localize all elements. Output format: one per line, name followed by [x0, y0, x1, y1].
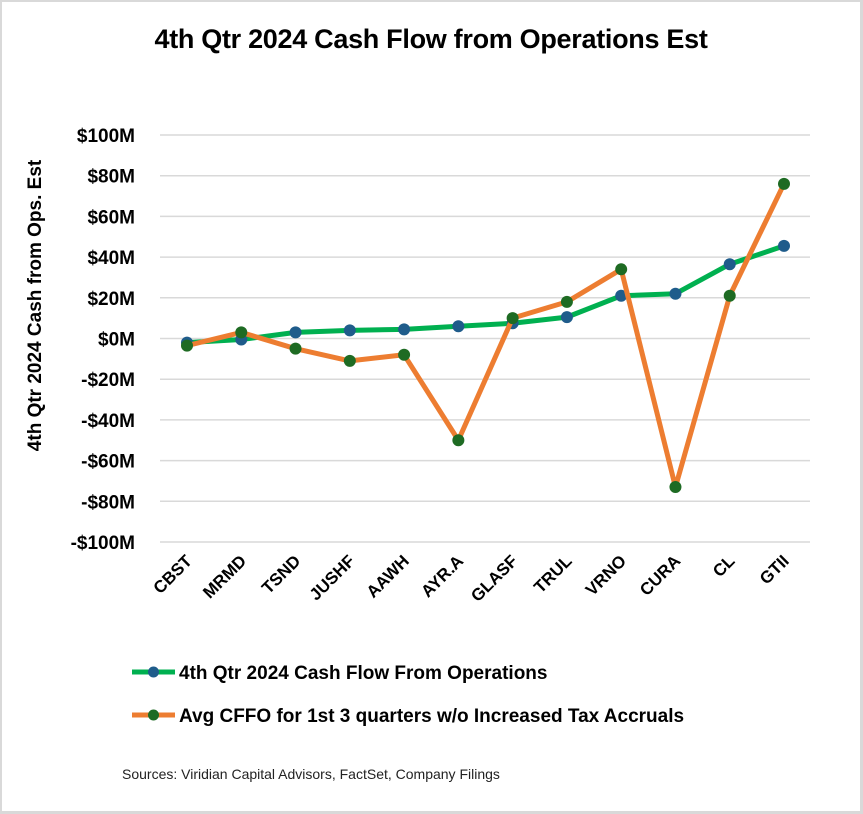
y-tick-label: $80M — [87, 167, 135, 188]
data-point — [343, 354, 356, 367]
data-point — [398, 323, 411, 336]
legend-label: 4th Qtr 2024 Cash Flow From Operations — [179, 663, 547, 684]
x-tick-label: TSND — [258, 551, 304, 597]
data-point — [235, 326, 248, 339]
data-point — [615, 289, 628, 302]
x-axis-ticks: CBST MRMD TSND JUSHF AAWH AYR.A GLASF TRUL VRNO C… — [150, 551, 793, 606]
data-point — [398, 348, 411, 361]
x-tick-label: AAWH — [363, 551, 413, 601]
data-point — [452, 320, 465, 333]
y-tick-label: -$60M — [81, 452, 135, 473]
data-point — [669, 481, 682, 494]
legend-label: Avg CFFO for 1st 3 quarters w/o Increase… — [179, 706, 684, 727]
legend-item-2: Avg CFFO for 1st 3 quarters w/o Increase… — [132, 706, 684, 727]
y-tick-label: $40M — [87, 248, 135, 269]
legend: 4th Qtr 2024 Cash Flow From Operations Av… — [132, 663, 684, 727]
y-axis-ticks: $100M $80M $60M $40M $20M $0M -$20M -$40M -$60M -… — [71, 126, 135, 554]
legend-marker-icon — [148, 709, 159, 721]
x-tick-label: GTII — [756, 551, 793, 588]
x-tick-label: JUSHF — [306, 551, 359, 604]
chart-title: 4th Qtr 2024 Cash Flow from Operations E… — [154, 24, 708, 54]
data-point — [506, 312, 519, 325]
series-group — [181, 177, 790, 494]
data-point — [723, 289, 736, 302]
data-point — [615, 263, 628, 276]
data-point — [778, 177, 790, 190]
y-tick-label: $60M — [87, 207, 135, 228]
y-tick-label: -$20M — [81, 370, 135, 391]
y-tick-label: $0M — [98, 330, 135, 351]
data-point — [560, 295, 573, 308]
data-point — [452, 434, 465, 447]
x-tick-label: CURA — [636, 551, 684, 599]
y-tick-label: -$100M — [71, 533, 135, 554]
series-line — [184, 243, 787, 346]
data-point — [669, 287, 682, 300]
y-tick-label: -$40M — [81, 411, 135, 432]
data-point — [343, 324, 356, 337]
series-2 — [181, 177, 790, 494]
x-tick-label: AYR.A — [417, 551, 467, 601]
x-tick-label: VRNO — [582, 551, 630, 599]
x-tick-label: MRMD — [199, 551, 250, 602]
y-tick-label: $100M — [77, 126, 135, 147]
data-point — [289, 326, 302, 339]
data-point — [778, 239, 790, 252]
data-point — [181, 339, 193, 352]
series-line — [184, 181, 787, 490]
y-tick-label: -$80M — [81, 492, 135, 513]
y-axis-label: 4th Qtr 2024 Cash from Ops. Est — [25, 159, 46, 451]
sources-note: Sources: Viridian Capital Advisors, Fact… — [122, 766, 500, 782]
x-tick-label: CBST — [150, 551, 197, 598]
gridlines — [160, 134, 810, 543]
x-tick-label: TRUL — [530, 551, 575, 596]
legend-item-1: 4th Qtr 2024 Cash Flow From Operations — [132, 663, 547, 684]
data-point — [723, 258, 736, 271]
series-1 — [181, 239, 790, 349]
y-tick-label: $20M — [87, 289, 135, 310]
legend-marker-icon — [148, 666, 159, 678]
data-point — [289, 342, 302, 355]
x-tick-label: CL — [709, 551, 738, 580]
data-point — [560, 311, 573, 324]
x-tick-label: GLASF — [467, 551, 521, 605]
